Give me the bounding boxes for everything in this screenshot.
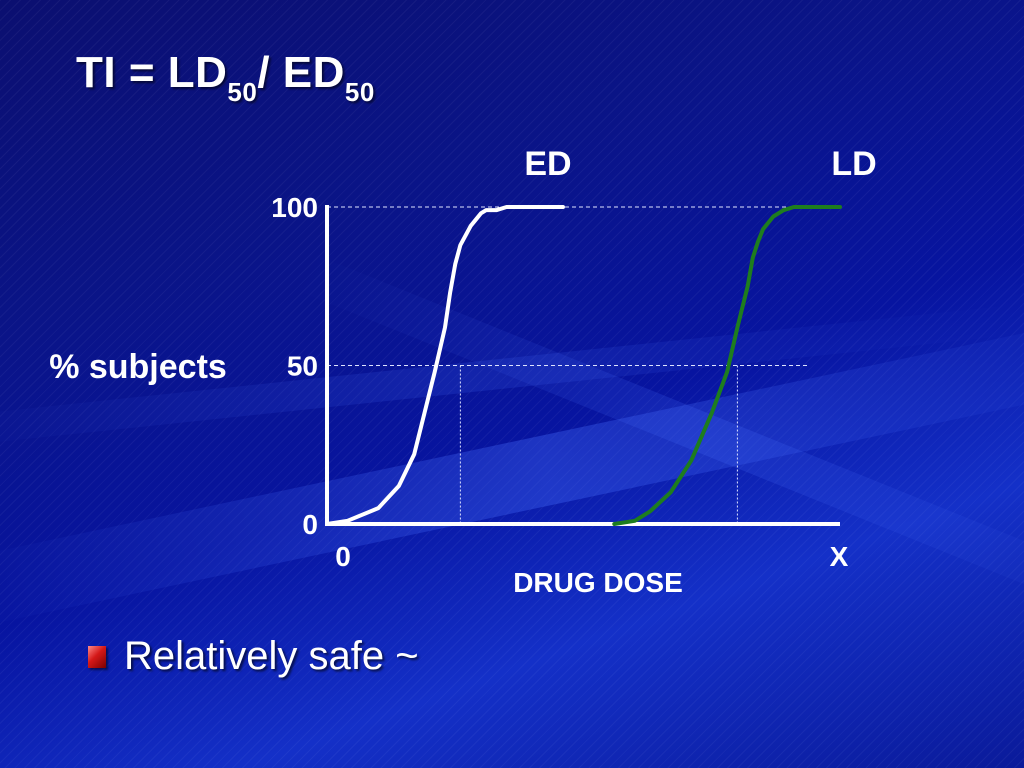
y-tick-label-0: 0 [302,509,318,540]
y-axis-label: % subjects [49,348,227,386]
x-axis-label: DRUG DOSE [513,567,683,598]
series-line-ed [325,205,565,526]
title-main: TI = LD [76,48,228,97]
title-mid: / ED [257,48,345,97]
y-tick-label-50: 50 [287,351,318,382]
slide-title: TI = LD50/ ED50 [76,48,375,108]
bullet-text: Relatively safe ~ [124,634,419,678]
x-tick-label-x: X [830,541,849,572]
series-label-ed: ED [524,145,571,183]
title-subscript-1: 50 [227,77,258,107]
bullet-item: Relatively safe ~ [88,634,419,679]
series-line-ld [612,205,842,526]
bullet-square-icon [88,645,106,668]
x-tick-label-0: 0 [335,541,351,572]
title-subscript-2: 50 [344,77,375,107]
y-tick-label-100: 100 [271,192,318,223]
series-label-ld: LD [831,145,876,183]
